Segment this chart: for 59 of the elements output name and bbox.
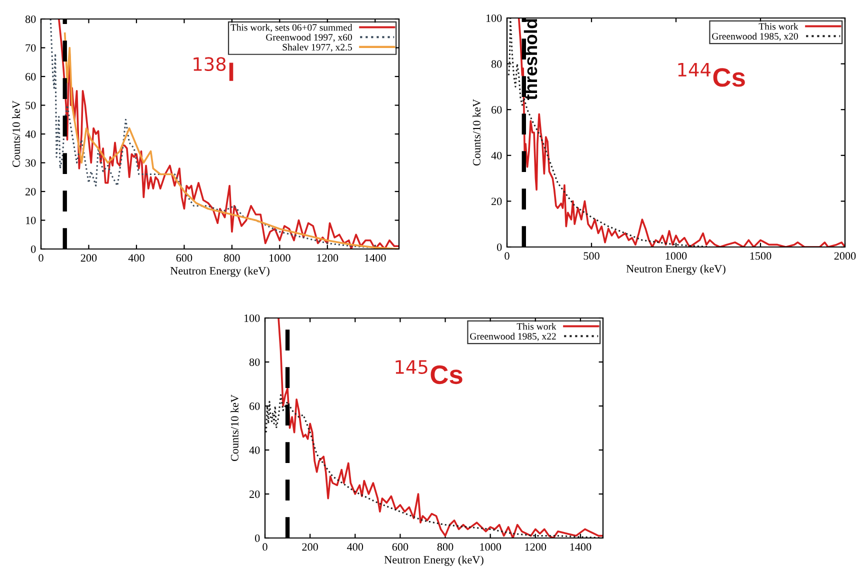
x-tick-label: 400 [347, 543, 364, 551]
y-tick-label: 40 [491, 152, 502, 160]
y-tick-label: 10 [26, 216, 36, 224]
y-tick-label: 60 [26, 72, 36, 80]
x-tick-label: 1500 [750, 252, 772, 260]
x-tick-label: 1000 [270, 254, 290, 262]
x-tick-label: 1400 [365, 254, 386, 262]
x-tick-label: 600 [176, 254, 192, 262]
y-axis-title: Counts/10 keV [230, 394, 238, 462]
x-tick-label: 1200 [317, 254, 338, 262]
x-tick-label: 0 [38, 254, 44, 262]
x-tick-label: 2000 [834, 252, 856, 260]
x-tick-label: 1000 [666, 252, 687, 260]
x-tick-label: 400 [128, 254, 144, 262]
legend-label: Greenwood 1985, x22 [470, 332, 556, 342]
legend-label: This work, sets 06+07 summed [230, 24, 352, 32]
x-tick-label: 1000 [480, 543, 502, 551]
x-axis-title: Neutron Energy (keV) [626, 264, 726, 275]
y-tick-label: 100 [486, 14, 502, 22]
x-tick-label: 600 [392, 543, 408, 551]
y-tick-label: 0 [255, 534, 260, 542]
y-tick-label: 80 [25, 15, 36, 23]
annotation: $^{145}$Cs [396, 360, 462, 384]
y-tick-label: 60 [492, 106, 502, 114]
annotation: $^{138}$I [194, 57, 234, 81]
y-tick-label: 0 [497, 243, 502, 251]
y-tick-label: 80 [249, 358, 260, 366]
x-tick-label: 200 [302, 543, 318, 551]
x-axis-title: Neutron Energy (keV) [170, 266, 270, 277]
annotation: $^{144}$Cs [678, 62, 745, 87]
y-tick-label: 60 [250, 402, 260, 410]
legend-label: Greenwood 1985, x20 [712, 32, 798, 42]
y-tick-label: 80 [491, 60, 502, 68]
x-tick-label: 200 [80, 254, 97, 262]
legend-label: This work [516, 322, 556, 330]
legend-label: Shalev 1977, x2.5 [282, 44, 352, 52]
y-tick-label: 20 [250, 490, 260, 498]
y-axis-title: Counts/10 keV [12, 100, 20, 168]
y-tick-label: 20 [26, 188, 36, 196]
x-tick-label: 0 [504, 252, 510, 260]
y-tick-label: 100 [244, 314, 260, 322]
x-axis-title: Neutron Energy (keV) [384, 556, 484, 566]
y-tick-label: 0 [31, 245, 36, 253]
legend-label: This work [758, 22, 798, 30]
x-tick-label: 0 [262, 543, 268, 551]
x-tick-label: 1200 [525, 543, 546, 551]
y-tick-label: 20 [492, 198, 502, 206]
legend-label: Greenwood 1997, x60 [266, 34, 352, 42]
y-tick-label: 70 [26, 44, 36, 52]
y-tick-label: 40 [25, 130, 36, 138]
x-tick-label: 800 [224, 254, 240, 262]
y-tick-label: 50 [26, 102, 36, 110]
x-tick-label: 1400 [570, 543, 592, 551]
y-axis-title: Counts/10 keV [472, 99, 480, 166]
x-tick-label: 500 [584, 252, 600, 260]
y-tick-label: 30 [26, 159, 36, 167]
y-tick-label: 40 [249, 446, 260, 454]
ref-line-label: threshold [524, 19, 538, 100]
x-tick-label: 800 [437, 543, 454, 551]
